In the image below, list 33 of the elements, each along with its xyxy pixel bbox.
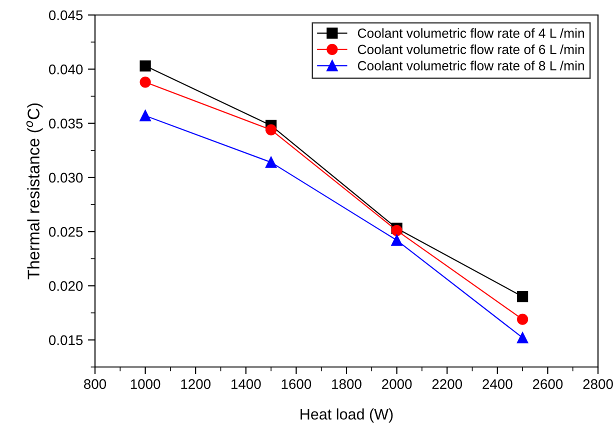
legend-label: Coolant volumetric flow rate of 4 L /min (358, 28, 584, 38)
y-tick-label: 0.040 (48, 64, 83, 74)
point (391, 224, 402, 236)
x-tick-label: 2000 (382, 379, 412, 390)
point (516, 291, 528, 302)
x-axis-title: Heat load (W) (300, 408, 393, 423)
point (140, 76, 151, 88)
x-tick-label: 1600 (282, 379, 312, 390)
point (516, 314, 528, 325)
legend-label: Coolant volumetric flow rate of 8 L /min (358, 60, 584, 70)
x-tick-label: 800 (84, 379, 106, 390)
x-tick-label: 1200 (181, 379, 211, 390)
y-tick-label: 0.025 (48, 226, 83, 237)
point (265, 124, 277, 136)
x-tick-label: 1400 (232, 379, 261, 390)
y-axis-title: Thermal resistance ($^{o}$C) (26, 103, 43, 280)
x-tick-label: 2400 (482, 379, 512, 390)
point (391, 234, 402, 246)
point (140, 60, 151, 72)
point (140, 110, 151, 122)
x-tick-label: 1800 (332, 379, 362, 390)
x-tick-label: 1000 (130, 379, 160, 390)
x-tick-label: 2600 (532, 379, 563, 390)
y-tick-label: 0.045 (48, 10, 83, 20)
y-tick-label: 0.020 (48, 281, 83, 291)
legend-label: Coolant volumetric flow rate of 6 L /min (358, 44, 584, 54)
x-tick-label: 2200 (432, 379, 462, 390)
x-tick-label: 2800 (583, 379, 613, 390)
y-tick-label: 0.015 (48, 335, 83, 346)
point (265, 156, 277, 168)
y-tick-label: 0.035 (48, 118, 83, 128)
y-tick-label: 0.030 (48, 172, 83, 183)
point (516, 332, 528, 344)
